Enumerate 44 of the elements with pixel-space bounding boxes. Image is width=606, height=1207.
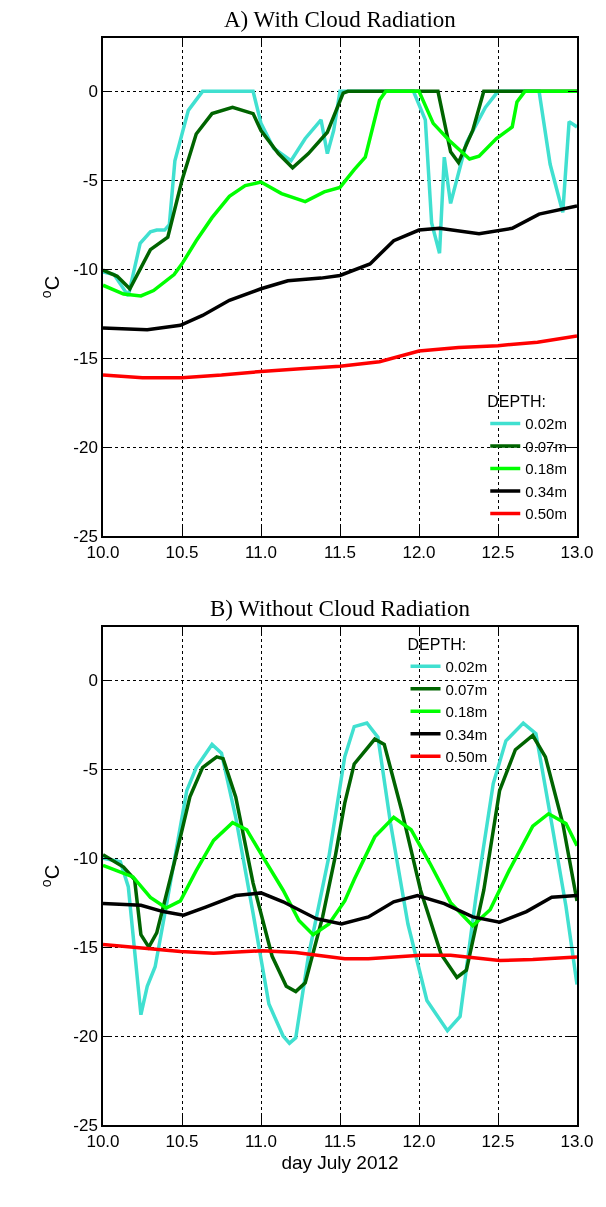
x-tick-label: 10.0 — [86, 1132, 120, 1152]
x-tick-label: 11.5 — [324, 543, 356, 563]
x-tick-label: 12.5 — [481, 543, 515, 563]
legend-label: 0.34m — [445, 725, 488, 743]
x-axis-title: day July 2012 — [281, 1152, 399, 1174]
x-tick-label: 11.0 — [245, 1132, 277, 1152]
x-tick-label: 13.0 — [560, 543, 594, 563]
x-tick-label: 10.5 — [165, 543, 199, 563]
x-tick-label: 10.0 — [86, 543, 120, 563]
legend-label: 0.07m — [525, 437, 567, 455]
legend-label: 0.18m — [445, 703, 488, 721]
x-tick-label: 12.0 — [402, 543, 436, 563]
legend-title: DEPTH: — [407, 635, 467, 653]
legend-label: 0.02m — [525, 415, 567, 433]
y-tick-label: -10 — [73, 260, 98, 280]
y-tick-label: -25 — [73, 1115, 98, 1135]
y-tick-label: 0 — [88, 671, 98, 691]
y-tick-label: 0 — [88, 82, 98, 102]
y-tick-label: -20 — [73, 1027, 98, 1047]
chart-title: B) Without Cloud Radiation — [210, 596, 471, 621]
legend-label: 0.07m — [445, 680, 488, 698]
x-tick-label: 12.0 — [402, 1132, 436, 1152]
chart-title: A) With Cloud Radiation — [224, 7, 457, 32]
y-tick-label: -5 — [82, 760, 98, 780]
legend-label: 0.50m — [525, 505, 567, 523]
y-tick-label: -5 — [82, 171, 98, 191]
y-tick-label: -15 — [73, 938, 98, 958]
line-series — [103, 942, 577, 963]
legend-label: 0.02m — [445, 658, 488, 676]
y-tick-label: -25 — [73, 526, 98, 546]
x-tick-label: 11.0 — [245, 543, 277, 563]
legend-title: DEPTH: — [487, 393, 546, 411]
line-series — [103, 812, 577, 937]
legend-label: 0.50m — [445, 748, 488, 766]
y-tick-label: -15 — [73, 349, 98, 369]
y-tick-label: -20 — [73, 438, 98, 458]
legend-label: 0.34m — [525, 482, 567, 500]
x-tick-label: 11.5 — [324, 1132, 356, 1152]
legend-label: 0.18m — [525, 460, 567, 478]
x-tick-label: 13.0 — [560, 1132, 594, 1152]
line-series — [103, 334, 577, 380]
x-tick-label: 10.5 — [165, 1132, 199, 1152]
x-tick-label: 12.5 — [481, 1132, 515, 1152]
y-tick-label: -10 — [73, 849, 98, 869]
